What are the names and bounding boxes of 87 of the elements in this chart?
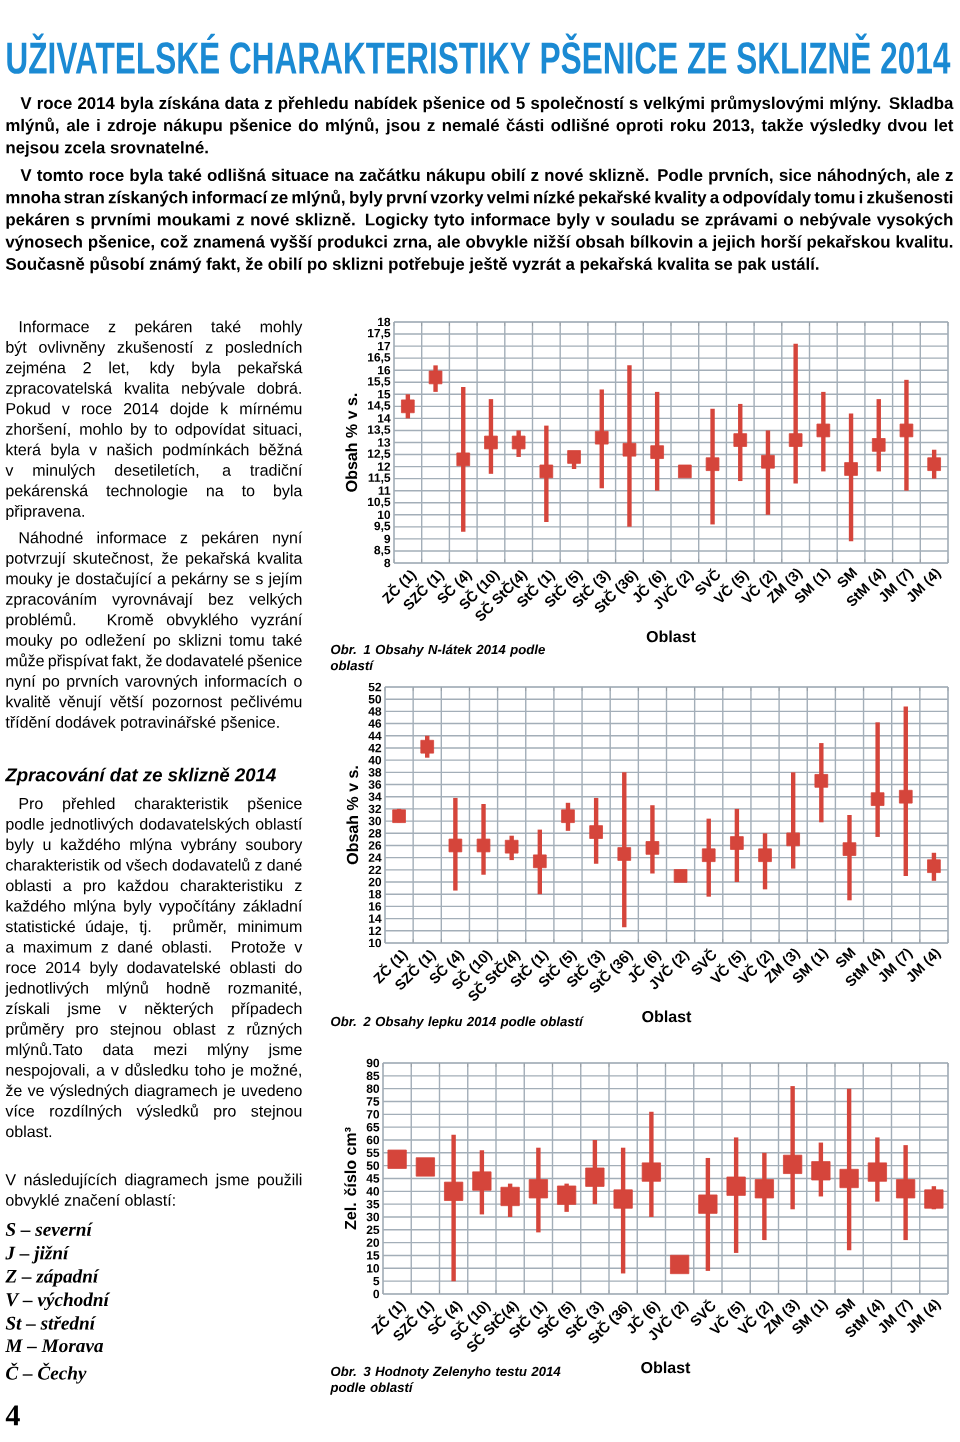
y-tick-label: 52 [368, 682, 382, 692]
y-tick-label: 50 [368, 694, 382, 704]
y-tick-label: 10 [367, 1264, 380, 1273]
y-tick-label: 15,5 [368, 377, 391, 388]
text: Pro přehled charakteristik pšenice podle jednotlivých dodavatelských oblastí byly u každého mlýna vybrány soubory charakteristik od všech dodavatelů z dané oblasti a pro každou charakteristiku z každého mlýna byly vypočítány základní statistické údaje, tj. průměr, minimum a maximum z dané oblasti. Protože v roce 2014 byly dodavatelské oblasti do jednotlivých mlýnů hodně rozmanité, získali jsme v některých případech průměry pro stejnou oblast z různých mlýnů.Tato data mezi mlýny jsme nespojovali, a v důsledku toho je možné, že ve výsledných diagramech je uvedeno více rozdílných výsledků pro stejnou oblast. [5, 797, 303, 1138]
x-axis-title: Oblast [642, 1010, 692, 1023]
y-tick-label: 18 [378, 317, 391, 327]
text: St – střední [5, 1315, 97, 1330]
y-axis-title: Obsah % v s. [345, 393, 358, 492]
y-tick-label: 22 [368, 865, 382, 875]
x-axis-title: Oblast [646, 630, 696, 643]
y-tick-label: 24 [368, 853, 382, 862]
text: V – východní [6, 1292, 111, 1311]
y-tick-label: 10 [369, 938, 382, 948]
y-tick-label: 11 [378, 486, 391, 495]
y-tick-label: 12,5 [368, 449, 391, 460]
text: Zpracování dat ze sklizně 2014 [4, 767, 276, 786]
y-tick-label: 16,5 [368, 353, 391, 364]
text: Informace z pekáren také mohly být ovlivněny zkušeností z posledních zejména 2 let, kdy byla pekařská zpracovatelská kvalita nebývale dobrá. Pokud v roce 2014 dojde k mírnému zhoršení, mohlo by to odpovídat situaci, která byla v našich podmínkách běžná v minulých desetiletích, a tradiční pekárenská technologie na to byla připravena. [5, 320, 303, 520]
text: Náhodné informace z pekáren nyní potvrzují skutečnost, že pekařská kvalita mouky je dostačující a pekárny se s jejím zpracováním vyrovnávají bez velkých problémů. Kromě obvyklého vyzrání mouky po odležení po sklizni tomu také může přispívat fakt, že dodavatelé pšenice nyní po prvních varovných informacích o kvalitě věnují větší pozornost pečlivému třídění dodávek potravinářské pšenice. [5, 531, 303, 731]
y-tick-label: 55 [366, 1148, 380, 1158]
y-tick-label: 40 [366, 1187, 380, 1196]
y-tick-label: 9,5 [374, 521, 391, 532]
y-tick-label: 40 [368, 755, 382, 765]
y-tick-label: 38 [368, 768, 382, 777]
text: Obr. 2 Obsahy lepku 2014 podle oblastí [331, 1016, 585, 1029]
y-tick-label: 8 [384, 558, 391, 568]
y-tick-label: 30 [366, 1212, 380, 1222]
y-tick-label: 11,5 [368, 473, 391, 484]
y-tick-label: 90 [366, 1058, 380, 1068]
y-tick-label: 42 [368, 743, 382, 753]
y-tick-label: 20 [368, 877, 382, 887]
y-tick-label: 10,5 [368, 497, 391, 508]
text: Č – Čechy [6, 1362, 87, 1384]
y-tick-label: 5 [373, 1276, 380, 1286]
y-tick-label: 65 [366, 1122, 380, 1132]
y-tick-label: 12 [369, 926, 382, 935]
y-tick-label: 32 [368, 804, 382, 814]
y-tick-label: 46 [368, 719, 382, 728]
text: Z – západní [5, 1269, 100, 1287]
text: 4 [5, 1405, 20, 1426]
y-tick-label: 13 [378, 438, 391, 447]
y-tick-label: 34 [368, 792, 382, 801]
y-tick-label: 13,5 [368, 425, 391, 436]
y-tick-label: 14 [378, 414, 391, 423]
y-tick-label: 17,5 [368, 328, 391, 340]
text: V následujících diagramech jsme použili obvyklé značení oblastí: [5, 1173, 302, 1209]
y-tick-label: 28 [368, 829, 382, 838]
y-tick-label: 18 [369, 889, 382, 899]
text: UŽIVATELSKÉ CHARAKTERISTIKY PŠENICE ZE SKLIZNĚ 2014 [7, 33, 951, 74]
y-tick-label: 30 [368, 816, 382, 826]
y-tick-label: 85 [366, 1071, 380, 1081]
y-axis-title: Obsah % v s. [346, 766, 359, 865]
text: Obr. 3 Hodnoty Zelenyho testu 2014 podle oblastí [330, 1366, 561, 1395]
y-tick-label: 35 [366, 1199, 380, 1209]
text: V tomto roce byla také odlišná situace na začátku nákupu obilí z nové sklizně. Podle prvních, sice náhodných, ale z mnoha stran získaných informací ze mlýnů, byly první vzorky velmi nízké pekařské kvality a odpovídaly tomu i zkušenosti pekáren s prvními moukami z nové sklizně. Logicky tyto informace byly v souladu se zprávami o nebývale vysokých výnosech pšenice, což znamená vyšší produkci zrna, ale obvykle nižší obsah bílkovin a jejich horší pekařskou kvalitu. Současně působí známý fakt, že obilí po sklizni potřebuje ještě vyzrát a pekařská kvalita se pak ustálí. [5, 168, 953, 274]
y-tick-label: 75 [366, 1097, 380, 1106]
y-tick-label: 14 [369, 914, 382, 923]
y-tick-label: 17 [378, 341, 391, 351]
y-tick-label: 45 [366, 1174, 380, 1183]
y-tick-label: 14,5 [368, 401, 391, 412]
text: S – severní [5, 1222, 94, 1236]
y-tick-label: 50 [366, 1161, 380, 1170]
y-tick-label: 9 [384, 534, 391, 544]
y-tick-label: 25 [366, 1225, 380, 1235]
y-tick-label: 15 [367, 1251, 380, 1260]
y-tick-label: 8,5 [374, 545, 391, 557]
y-tick-label: 10 [378, 510, 391, 520]
y-tick-label: 70 [366, 1110, 380, 1119]
y-tick-label: 80 [366, 1084, 380, 1093]
y-tick-label: 0 [373, 1289, 380, 1299]
text: Obr. 1 Obsahy N-látek 2014 podle oblastí [330, 644, 545, 671]
y-tick-label: 20 [366, 1238, 380, 1247]
y-axis-title: Zel. číslo cm³ [344, 1127, 357, 1230]
text: J – jižní [5, 1245, 70, 1264]
y-tick-label: 15 [378, 390, 391, 399]
y-tick-label: 16 [378, 365, 391, 375]
y-tick-label: 44 [368, 731, 382, 740]
text: V roce 2014 byla získána data z přehledu nabídek pšenice od 5 společností s velkými průmyslovými mlýny. Skladba mlýnů, ale i zdroje nákupu pšenice do mlýnů, jsou z nemalé části odlišné oproti roku 2013, takže výsledky dvou let nejsou zcela srovnatelné. [6, 95, 954, 157]
y-tick-label: 26 [368, 841, 382, 850]
y-tick-label: 48 [368, 707, 382, 716]
y-tick-label: 16 [369, 902, 382, 911]
y-tick-label: 60 [366, 1135, 380, 1145]
x-axis-title: Oblast [641, 1361, 691, 1374]
y-tick-label: 36 [368, 780, 382, 789]
text: M – Morava [5, 1339, 104, 1353]
y-tick-label: 12 [378, 462, 391, 471]
